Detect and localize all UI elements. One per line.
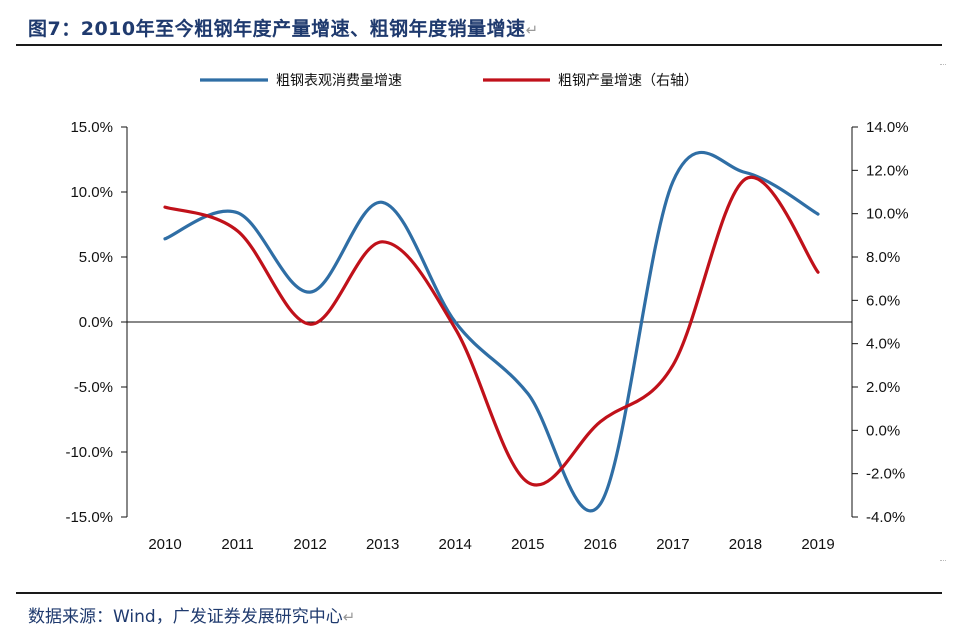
side-marker: [940, 560, 946, 562]
right-tick-label: -2.0%: [866, 466, 905, 483]
figure-title-text: 图7：2010年至今粗钢年度产量增速、粗钢年度销量增速: [28, 18, 526, 40]
x-tick-label: 2014: [439, 536, 472, 553]
right-tick-label: 10.0%: [866, 206, 909, 223]
production-growth-line: [163, 175, 820, 487]
return-mark-icon: ↵: [342, 608, 356, 626]
right-tick-label: 6.0%: [866, 292, 900, 309]
legend-consumption-label: 粗钢表观消费量增速: [276, 73, 402, 89]
right-tick-label: 8.0%: [866, 249, 900, 266]
legend-production-label: 粗钢产量增速（右轴）: [558, 73, 698, 89]
right-tick-label: 4.0%: [866, 336, 900, 353]
return-mark-icon: ↵: [525, 21, 539, 39]
x-tick-label: 2015: [511, 536, 544, 553]
x-tick-label: 2016: [584, 536, 617, 553]
top-divider: [16, 44, 942, 46]
side-marker: [940, 64, 946, 66]
left-tick-label: 10.0%: [70, 184, 113, 201]
x-tick-label: 2013: [366, 536, 399, 553]
x-tick-label: 2019: [801, 536, 834, 553]
right-tick-label: 12.0%: [866, 162, 909, 179]
source-note: 数据来源：Wind，广发证券发展研究中心↵: [28, 602, 355, 627]
left-tick-label: 15.0%: [70, 119, 113, 136]
left-tick-label: 5.0%: [79, 249, 113, 266]
source-text: 数据来源：Wind，广发证券发展研究中心: [28, 607, 343, 627]
x-tick-label: 2018: [729, 536, 762, 553]
left-tick-label: -15.0%: [65, 509, 113, 526]
x-tick-label: 2017: [656, 536, 689, 553]
right-tick-label: 14.0%: [866, 119, 909, 136]
bottom-divider: [16, 592, 942, 594]
right-tick-label: -4.0%: [866, 509, 905, 526]
x-tick-label: 2012: [293, 536, 326, 553]
right-tick-label: 2.0%: [866, 379, 900, 396]
left-tick-label: 0.0%: [79, 314, 113, 331]
consumption-growth-line: [163, 150, 820, 513]
right-tick-label: 0.0%: [866, 422, 900, 439]
figure-title: 图7：2010年至今粗钢年度产量增速、粗钢年度销量增速↵: [28, 14, 539, 41]
x-tick-label: 2011: [221, 536, 253, 553]
left-tick-label: -10.0%: [65, 444, 113, 461]
x-tick-label: 2010: [148, 536, 181, 553]
left-tick-label: -5.0%: [74, 379, 113, 396]
